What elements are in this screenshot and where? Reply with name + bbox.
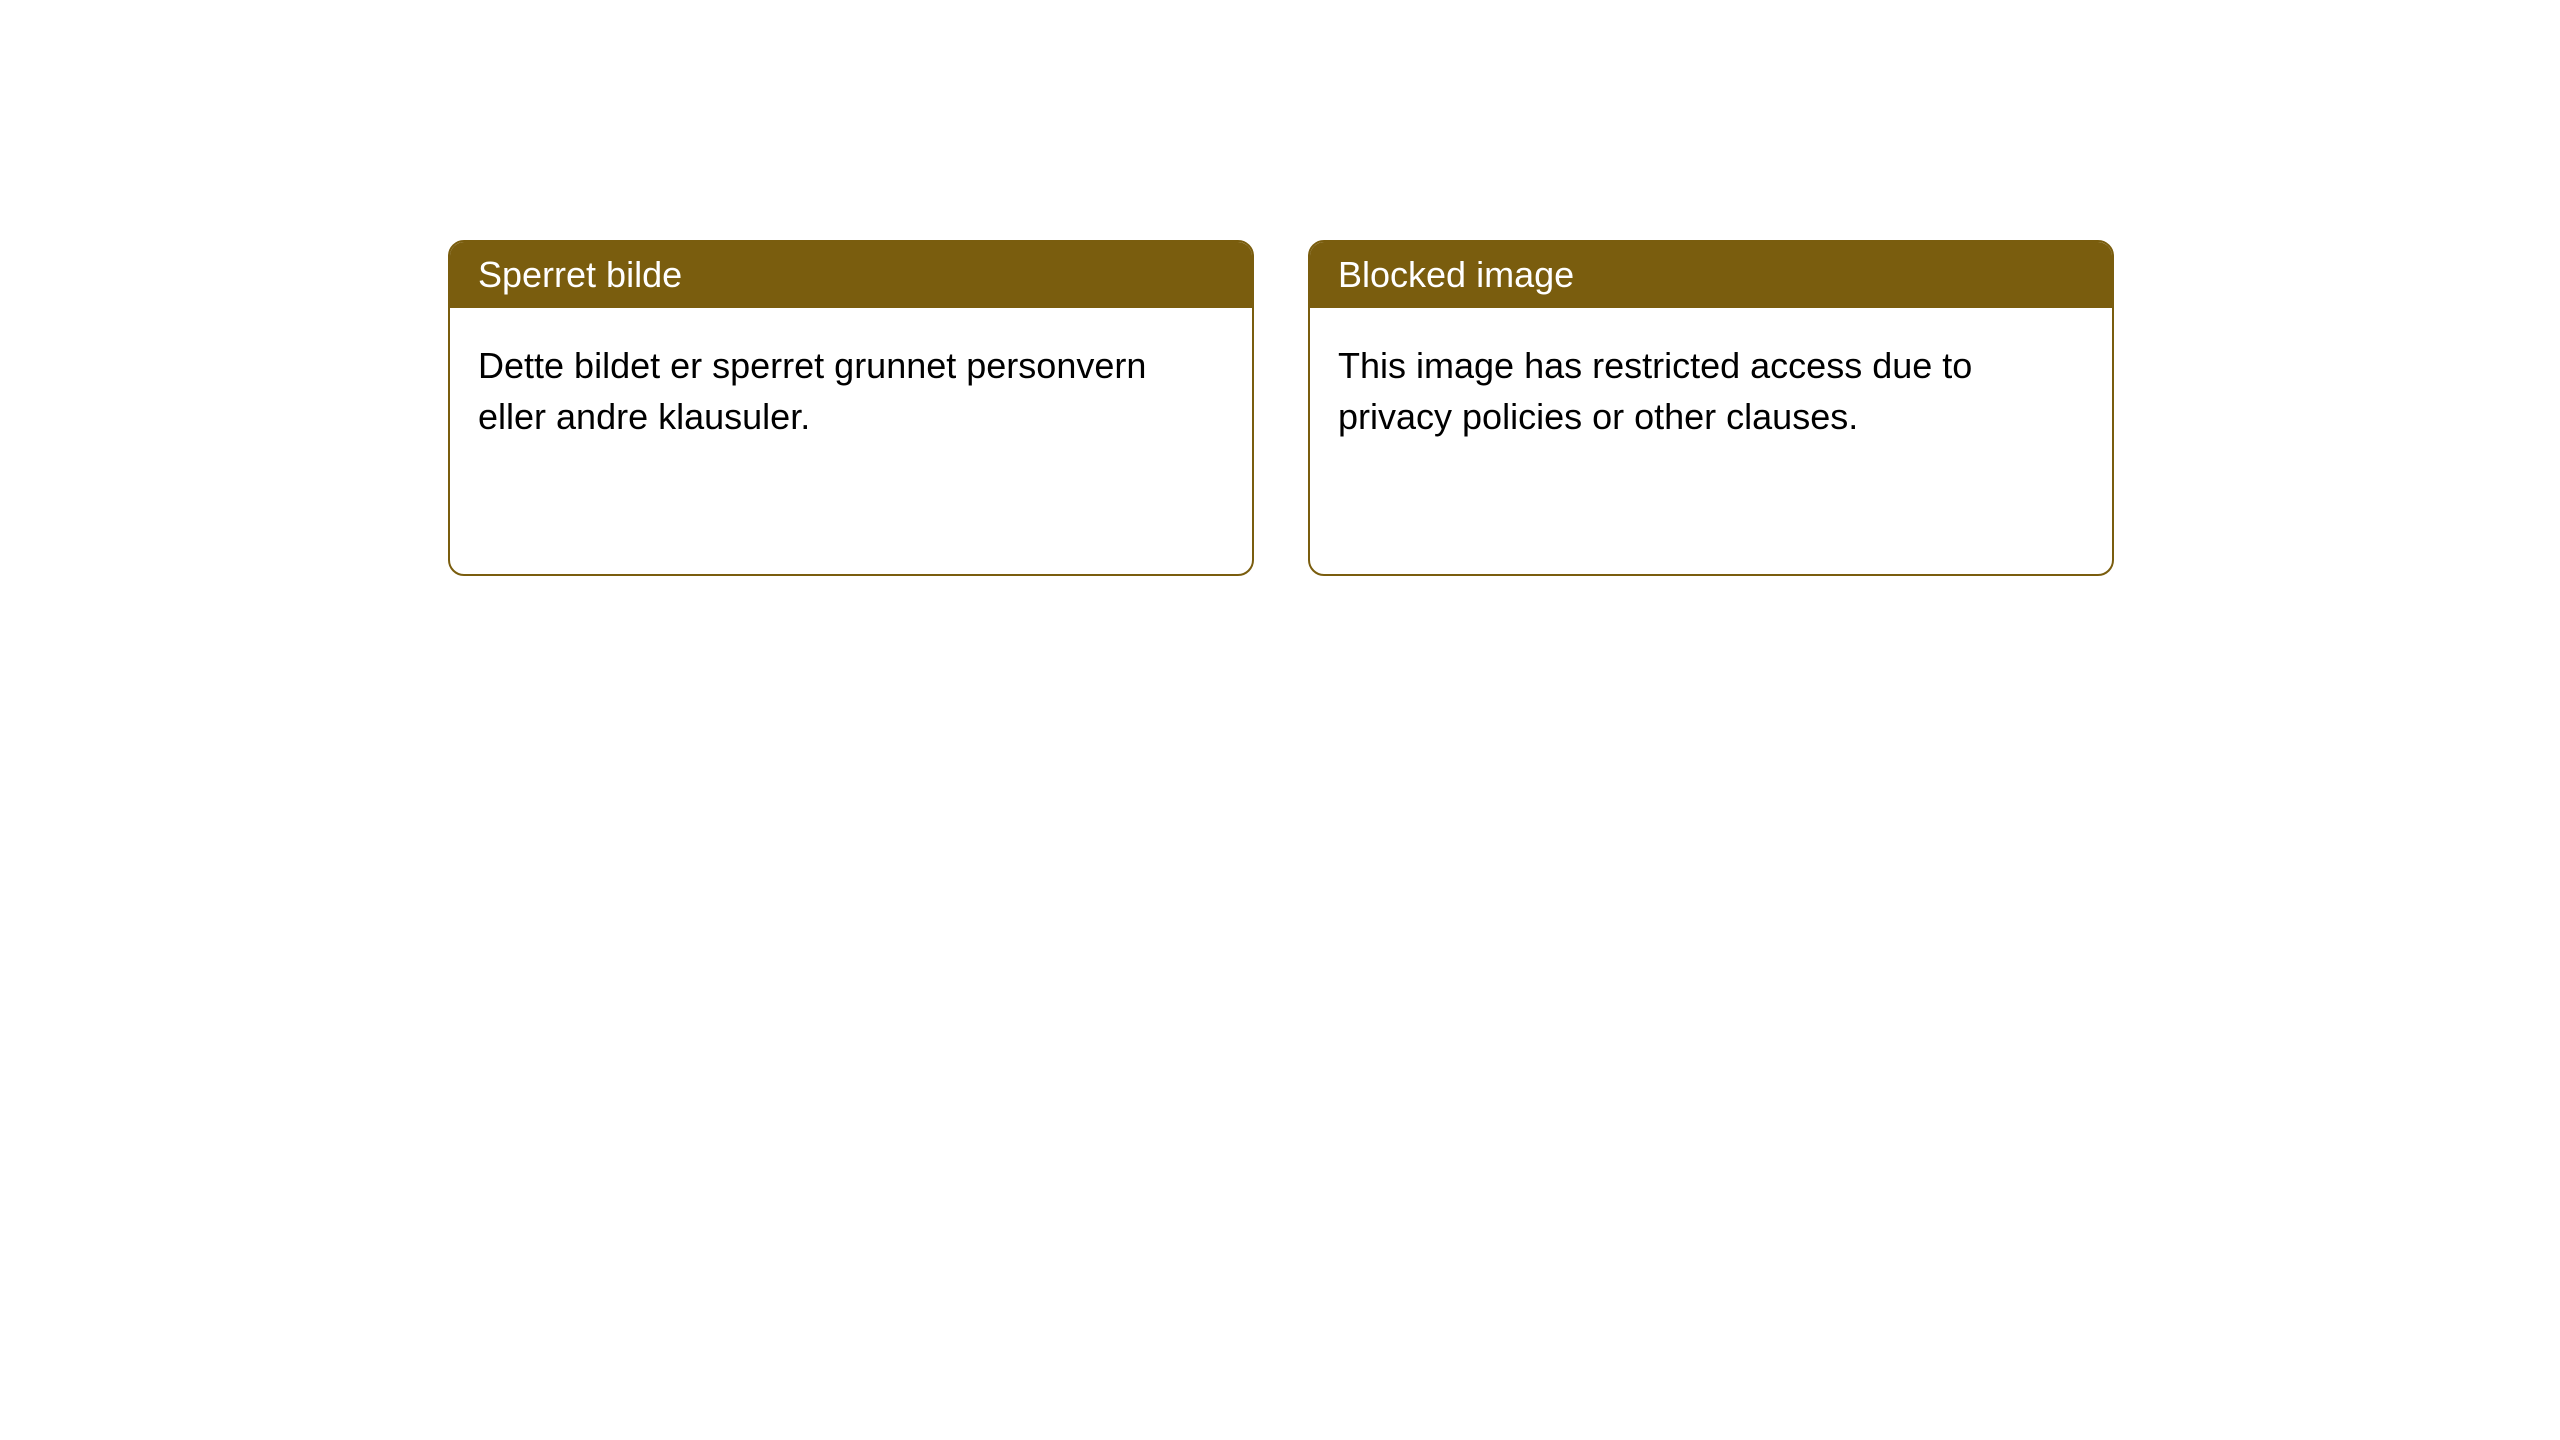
card-body-english: This image has restricted access due to … <box>1310 308 2112 474</box>
card-body-text-english: This image has restricted access due to … <box>1338 345 1972 437</box>
card-body-norwegian: Dette bildet er sperret grunnet personve… <box>450 308 1252 474</box>
blocked-image-card-norwegian: Sperret bilde Dette bildet er sperret gr… <box>448 240 1254 576</box>
card-header-norwegian: Sperret bilde <box>450 242 1252 308</box>
card-body-text-norwegian: Dette bildet er sperret grunnet personve… <box>478 345 1146 437</box>
card-title-english: Blocked image <box>1338 254 1574 295</box>
blocked-image-card-english: Blocked image This image has restricted … <box>1308 240 2114 576</box>
card-title-norwegian: Sperret bilde <box>478 254 682 295</box>
notice-cards-container: Sperret bilde Dette bildet er sperret gr… <box>448 240 2114 576</box>
card-header-english: Blocked image <box>1310 242 2112 308</box>
